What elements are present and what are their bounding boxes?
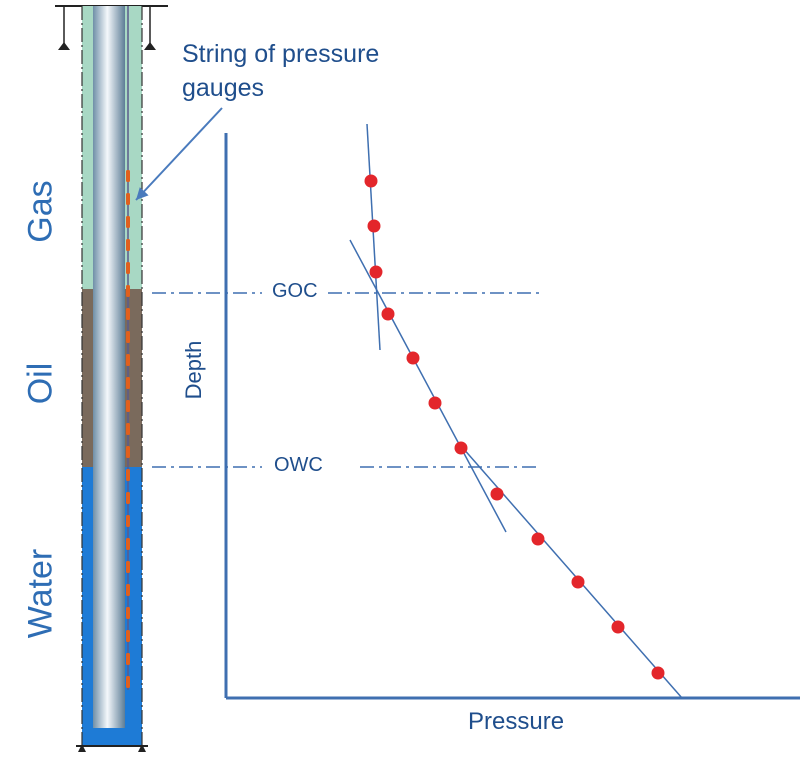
y-axis-label: Depth [181, 340, 206, 400]
gauge-segment [126, 423, 130, 435]
zone-label-oil: Oil [21, 362, 60, 405]
pressure-point-9 [531, 532, 545, 546]
gauge-segment [126, 170, 130, 182]
pressure-point-8 [490, 487, 504, 501]
pressure-point-5 [406, 351, 420, 365]
gauge-segment [126, 308, 130, 320]
gauge-segment [126, 469, 130, 481]
zone-label-water: Water [21, 548, 60, 639]
tubing-pipe [93, 6, 125, 728]
gauge-segment [126, 515, 130, 527]
gauge-segment [126, 354, 130, 366]
gauge-segment [126, 239, 130, 251]
goc-label: GOC [272, 280, 318, 302]
annotation-line-1: String of pressure [182, 40, 380, 68]
gauge-segment [126, 446, 130, 458]
gauge-segment [126, 285, 130, 297]
gauge-segment [126, 193, 130, 205]
pressure-point-3 [369, 265, 383, 279]
pressure-point-2 [367, 219, 381, 233]
gauge-segment [126, 538, 130, 550]
pressure-point-7 [454, 441, 468, 455]
gauge-segment [126, 561, 130, 573]
gauge-segment [126, 331, 130, 343]
gauge-segment [126, 653, 130, 665]
pressure-point-11 [611, 620, 625, 634]
gauge-string [126, 170, 130, 688]
oil-gradient-line [349, 239, 507, 533]
annotation-arrow [135, 107, 223, 201]
gauge-segment [126, 377, 130, 389]
zone-label-gas: Gas [21, 180, 60, 243]
x-axis-label: Pressure [468, 708, 565, 735]
gauge-segment [126, 676, 130, 688]
pressure-point-6 [428, 396, 442, 410]
gauge-segment [126, 584, 130, 596]
gauge-segment [126, 400, 130, 412]
pressure-point-1 [364, 174, 378, 188]
gauge-segment [126, 630, 130, 642]
pressure-point-10 [571, 575, 585, 589]
gauge-segment [126, 216, 130, 228]
gauge-segment [126, 262, 130, 274]
annotation-line-2: gauges [182, 74, 265, 102]
water-gradient-line [461, 446, 683, 699]
gauge-segment [126, 607, 130, 619]
pressure-point-12 [651, 666, 665, 680]
pressure-point-4 [381, 307, 395, 321]
gas-gradient-line [366, 123, 381, 351]
gauge-segment [126, 492, 130, 504]
owc-label: OWC [274, 454, 323, 476]
